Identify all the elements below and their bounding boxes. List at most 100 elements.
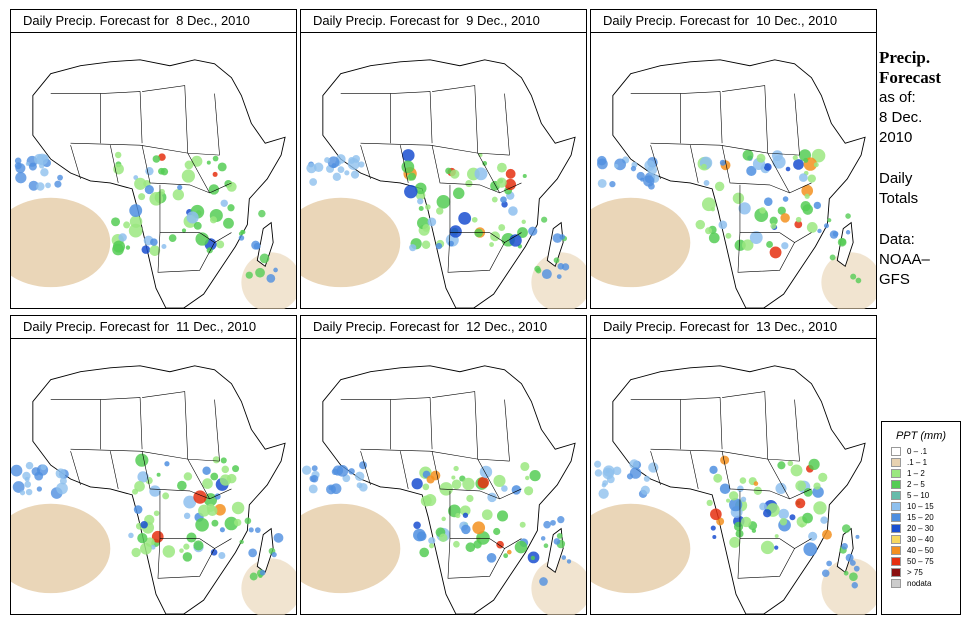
precip-cell xyxy=(845,553,854,562)
precip-cell xyxy=(808,531,818,541)
country-border xyxy=(630,93,681,144)
precip-cell xyxy=(184,160,194,170)
forecast-panel-day-9: Daily Precip. Forecast for 9 Dec., 2010 xyxy=(300,9,587,309)
precip-cell xyxy=(137,532,148,544)
legend-label: 20 – 30 xyxy=(907,524,934,533)
precip-cell xyxy=(183,495,197,509)
country-border xyxy=(650,448,800,462)
precip-cell xyxy=(803,542,818,557)
precip-cell xyxy=(737,485,744,492)
legend-label: 30 – 40 xyxy=(907,535,934,544)
dry-ocean-area xyxy=(301,503,401,594)
precip-cell xyxy=(598,488,609,499)
precip-cell xyxy=(211,519,219,527)
dry-ocean-area xyxy=(241,558,296,615)
country-border xyxy=(722,85,769,154)
legend-label: 2 – 5 xyxy=(907,480,925,489)
precip-cell xyxy=(455,512,461,519)
legend: PPT (mm) 0 – .1 .1 – 1 1 – 2 2 – 5 5 – 10 10 … xyxy=(881,421,961,615)
country-border xyxy=(431,145,500,194)
precip-cell xyxy=(482,161,488,166)
country-border xyxy=(630,399,681,450)
precip-cell xyxy=(336,465,349,477)
dry-ocean-area xyxy=(591,197,691,288)
precip-cell xyxy=(401,160,415,174)
country-border xyxy=(199,538,232,549)
precip-cell xyxy=(557,516,565,524)
precip-cell xyxy=(164,461,170,467)
precip-cell xyxy=(763,197,773,206)
precip-cell xyxy=(521,219,526,225)
precip-cell xyxy=(712,534,717,539)
precip-cell xyxy=(25,488,33,496)
precip-cell xyxy=(500,196,507,204)
precip-cell xyxy=(739,477,747,484)
precip-cell xyxy=(471,216,478,223)
precip-cell xyxy=(231,501,245,515)
precip-cell xyxy=(543,543,549,549)
legend-label: nodata xyxy=(907,579,932,588)
precip-cell xyxy=(216,240,225,249)
precip-cell xyxy=(465,179,473,188)
precip-cell xyxy=(144,185,154,195)
precip-cell xyxy=(746,165,757,177)
precip-cell xyxy=(732,192,745,204)
precip-cell xyxy=(220,457,227,464)
country-border xyxy=(449,490,490,539)
legend-swatch xyxy=(891,502,901,511)
precip-cell xyxy=(505,168,516,179)
precip-cell xyxy=(769,216,778,225)
precip-cell xyxy=(465,542,476,553)
precip-cell xyxy=(36,182,45,191)
precip-cell xyxy=(358,161,365,168)
precip-cell xyxy=(140,542,152,555)
precip-cell xyxy=(404,184,418,199)
precip-cell xyxy=(28,162,37,171)
precip-cell xyxy=(347,158,360,171)
precip-cell xyxy=(479,465,493,479)
precip-cell xyxy=(763,509,772,518)
legend-label: 10 – 15 xyxy=(907,502,934,511)
precip-cell xyxy=(710,508,722,521)
precip-cell xyxy=(56,482,68,495)
country-border xyxy=(70,451,81,486)
precip-cell xyxy=(111,217,121,227)
precip-cell xyxy=(226,181,237,192)
precip-cell xyxy=(640,485,650,495)
precip-cell xyxy=(853,565,860,572)
precip-cell xyxy=(210,548,218,556)
precip-cell xyxy=(138,193,146,201)
precip-cell xyxy=(729,498,743,512)
precip-cell xyxy=(756,153,766,163)
country-border xyxy=(431,451,500,500)
precip-cell xyxy=(238,235,245,241)
country-border xyxy=(650,145,661,180)
precip-cell xyxy=(640,177,645,182)
precip-cell xyxy=(477,477,489,489)
precip-cell xyxy=(348,468,355,475)
precip-cell xyxy=(308,484,318,494)
precip-cell xyxy=(789,514,796,521)
country-border xyxy=(157,232,215,273)
precip-cell xyxy=(14,157,22,165)
precip-cell xyxy=(183,512,191,520)
country-border xyxy=(447,538,505,579)
legend-swatch xyxy=(891,513,901,522)
country-border xyxy=(100,397,143,450)
precip-cell xyxy=(12,481,25,493)
totals-label: Totals xyxy=(879,190,919,207)
country-border xyxy=(447,232,505,273)
sidebar-heading: Precip. Forecast as of: 8 Dec. 2010 xyxy=(879,48,963,148)
precip-cell xyxy=(802,204,814,215)
precip-cell xyxy=(258,209,266,218)
precip-cell xyxy=(217,162,227,172)
precip-cell xyxy=(439,482,453,496)
precip-cell xyxy=(472,521,486,535)
precip-cell xyxy=(241,229,246,235)
precip-cell xyxy=(644,160,656,171)
precip-cell xyxy=(597,178,607,188)
precip-cell xyxy=(129,215,143,228)
precip-cell xyxy=(249,572,258,581)
precip-cell xyxy=(54,180,62,188)
precip-cell xyxy=(841,524,851,533)
